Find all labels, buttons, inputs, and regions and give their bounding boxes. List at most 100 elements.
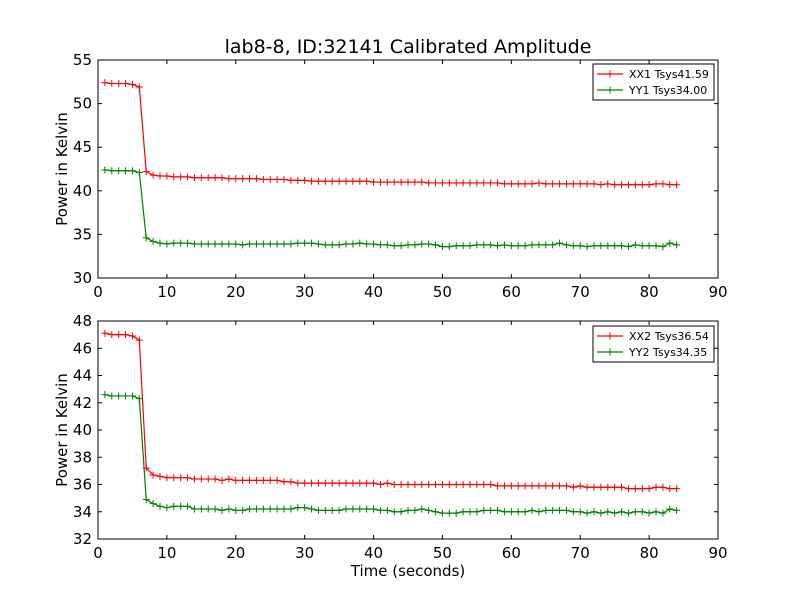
data-point (259, 505, 267, 513)
x-tick-label: 80 (640, 283, 659, 301)
data-point (452, 242, 460, 250)
data-point (280, 175, 288, 183)
legend-entry: YY2 Tsys34.35 (597, 346, 707, 359)
x-tick-label: 60 (502, 544, 521, 562)
data-point (273, 505, 281, 513)
data-point (383, 241, 391, 249)
data-point (204, 475, 212, 483)
data-point (390, 178, 398, 186)
data-point (390, 242, 398, 250)
data-point (115, 331, 123, 339)
y-tick-label: 55 (73, 51, 92, 69)
data-point (597, 181, 605, 189)
data-point (122, 80, 130, 88)
y-tick-label: 45 (73, 138, 92, 156)
data-point (128, 167, 136, 175)
data-point (232, 476, 240, 484)
x-tick-label: 0 (93, 283, 103, 301)
data-point (383, 506, 391, 514)
series-2 (101, 166, 681, 251)
data-point (142, 495, 150, 503)
y-tick-label: 40 (73, 182, 92, 200)
data-point (583, 243, 591, 251)
y-tick-label: 40 (73, 421, 92, 439)
data-point (163, 240, 171, 248)
data-point (314, 177, 322, 185)
x-tick-label: 10 (157, 544, 176, 562)
data-point (349, 505, 357, 513)
data-point (569, 483, 577, 491)
data-point (562, 241, 570, 249)
data-point (556, 239, 564, 247)
data-point (452, 179, 460, 187)
x-tick-label: 90 (708, 544, 727, 562)
data-point (184, 173, 192, 181)
data-point (259, 175, 267, 183)
data-point (562, 482, 570, 490)
data-point (618, 483, 626, 491)
data-point (190, 174, 198, 182)
data-point (521, 482, 529, 490)
data-point (197, 174, 205, 182)
data-point (556, 482, 564, 490)
data-point (652, 242, 660, 250)
data-point (604, 508, 612, 516)
x-tick-label: 50 (433, 544, 452, 562)
data-point (624, 509, 632, 517)
data-point (294, 239, 302, 247)
data-point (122, 331, 130, 339)
data-point (328, 241, 336, 249)
data-point (252, 240, 260, 248)
legend-label: XX1 Tsys41.59 (629, 68, 709, 81)
data-point (666, 505, 674, 513)
data-point (308, 505, 316, 513)
data-point (301, 239, 309, 247)
data-point (294, 176, 302, 184)
data-point (390, 508, 398, 516)
data-point (370, 505, 378, 513)
x-tick-label: 70 (571, 544, 590, 562)
data-point (556, 506, 564, 514)
legend-marker (606, 332, 614, 340)
data-point (135, 336, 143, 344)
data-point (487, 481, 495, 488)
data-point (280, 478, 288, 486)
data-point (494, 506, 502, 514)
data-point (287, 505, 295, 513)
data-point (611, 483, 619, 491)
data-point (528, 241, 536, 249)
data-point (404, 506, 412, 514)
data-point (528, 506, 536, 514)
data-point (287, 478, 295, 486)
data-point (562, 180, 570, 188)
data-point (411, 178, 419, 186)
data-point (321, 506, 329, 514)
data-point (659, 509, 667, 517)
data-point (163, 504, 171, 512)
x-tick-label: 40 (364, 544, 383, 562)
data-point (611, 509, 619, 517)
data-point (425, 506, 433, 514)
data-point (611, 242, 619, 250)
data-point (273, 476, 281, 484)
data-point (287, 240, 295, 248)
data-point (569, 242, 577, 250)
data-point (239, 175, 247, 183)
data-point (549, 506, 557, 514)
data-point (397, 242, 405, 250)
data-point (170, 502, 178, 510)
data-point (135, 168, 143, 176)
data-point (321, 479, 329, 487)
data-point (342, 177, 350, 185)
data-point (542, 482, 550, 490)
data-point (266, 240, 274, 248)
data-point (604, 242, 612, 250)
data-point (425, 179, 433, 187)
data-point (480, 481, 488, 488)
data-point (507, 242, 515, 250)
data-point (108, 167, 116, 175)
data-point (211, 505, 219, 513)
x-tick-label: 30 (295, 544, 314, 562)
series-1 (101, 329, 681, 493)
data-point (652, 508, 660, 516)
